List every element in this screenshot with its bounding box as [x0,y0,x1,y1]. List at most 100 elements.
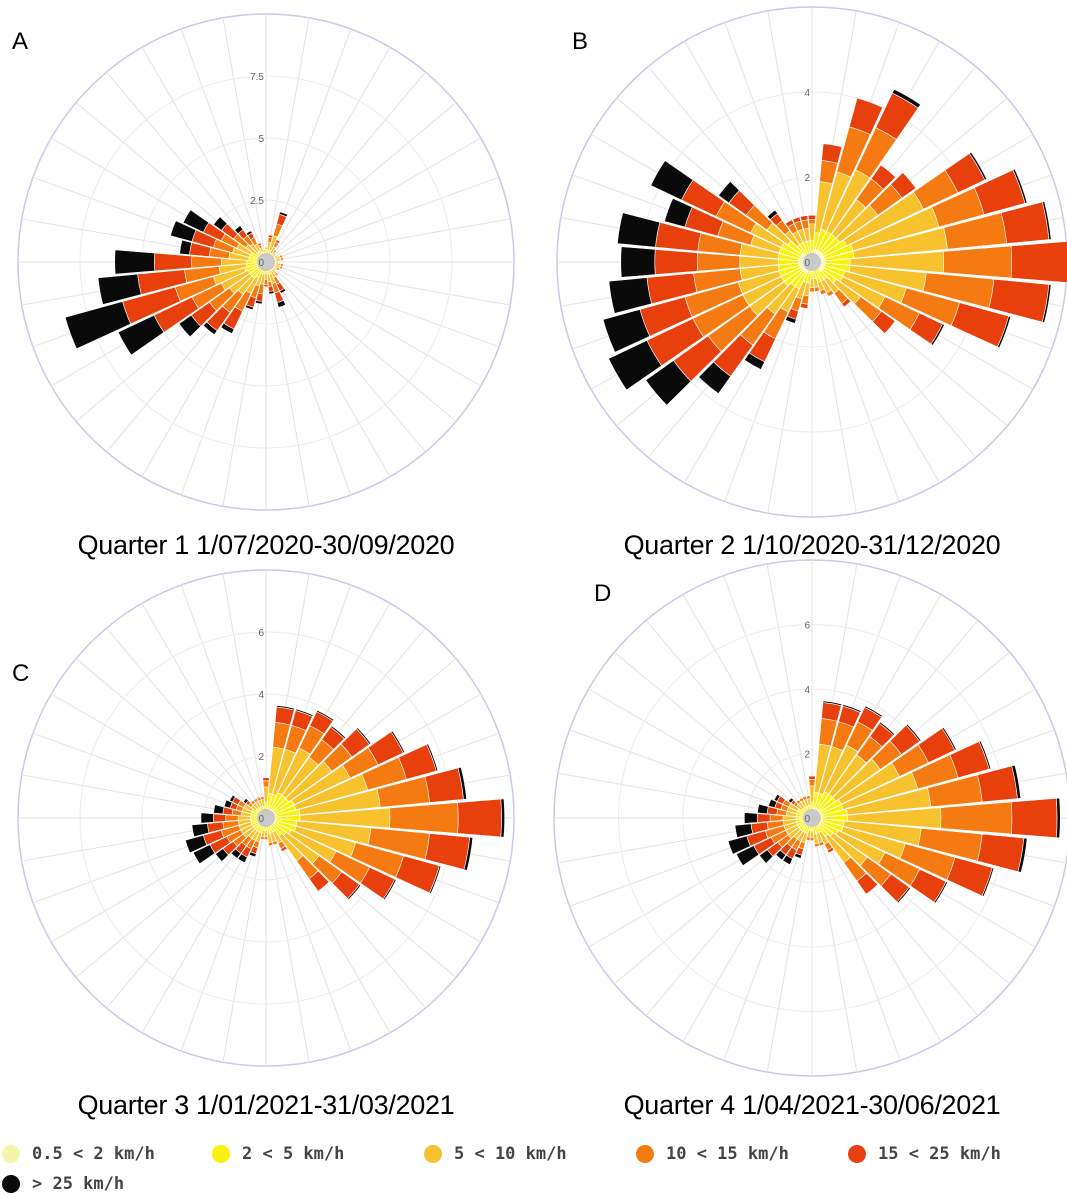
wedge-d-dir350-s3 [805,795,811,800]
wedge-a-dir270-s5 [114,249,156,275]
wedge-b-dir120-s5 [930,323,945,346]
radial-tick-label-b-0: 0 [804,258,810,269]
wedge-b-dir220-s5 [698,361,732,395]
wedge-d-dir70-s5 [978,740,992,770]
wedge-d-dir220-s5 [775,849,787,861]
center-dot [257,253,275,271]
wedge-b-dir270-s4 [654,249,698,275]
wedge-d-dir90-s5 [1055,797,1061,839]
wedge-b-dir210-s5 [744,352,766,370]
radial-tick-label-c-1: 2 [258,752,264,763]
legend-swatch-3 [636,1145,654,1163]
legend-label-0: 0.5 < 2 km/h [32,1144,155,1164]
wedge-c-dir280-s5 [213,804,225,815]
wedge-a-dir120-s3 [275,266,280,271]
wedge-c-dir140-s4 [308,870,330,892]
radial-tick-label-c-0: 0 [258,814,264,825]
wedge-b-dir340-s4 [792,216,802,224]
wedge-c-dir50-s5 [356,727,372,745]
wedge-c-dir80-s4 [424,767,464,803]
wedge-b-dir70-s5 [1012,168,1028,204]
legend-item-2[interactable]: 5 < 10 km/h [424,1144,567,1164]
wedge-c-dir90-s3 [389,802,459,834]
radial-tick-label-a-3: 7.5 [250,72,264,83]
wedge-a-dir330-s5 [245,230,253,236]
wedge-c-dir90-s5 [500,798,505,838]
windrose-b: 0 2 4 [556,6,1067,518]
wedge-c-dir40-s5 [330,725,346,739]
caption-quarter-1: Quarter 1 1/07/2020-30/09/2020 [77,530,455,560]
legend-label-2: 5 < 10 km/h [454,1144,567,1164]
wedge-c-dir210-s5 [237,853,248,864]
wedge-b-dir40-s4 [870,164,896,190]
panel-letter-a: A [12,28,29,55]
wedge-c-dir240-s5 [192,844,216,865]
wedge-d-dir200-s5 [794,852,803,859]
wedge-c-dir230-s5 [215,848,229,862]
windrose-c: 0 2 4 6 [17,569,515,1067]
wedge-c-dir100-s5 [463,836,474,871]
legend: 0.5 < 2 km/h 2 < 5 km/h 5 < 10 km/h 10 <… [0,1140,1067,1198]
legend-swatch-0 [2,1145,20,1163]
wedge-b-dir350-s4 [799,215,809,222]
grid-ring [79,75,453,449]
radial-tick-label-d-1: 2 [804,750,810,761]
wedge-c-dir250-s5 [184,834,208,854]
wedge-d-dir0-s4 [808,775,816,780]
wedge-a-dir280-s5 [179,239,192,256]
legend-item-3[interactable]: 10 < 15 km/h [636,1144,789,1164]
panel-letter-c: C [12,660,30,687]
wedge-c-dir170-s3 [268,841,274,847]
wedge-b-dir90-s4 [1010,241,1067,283]
wedge-d-dir170-s3 [814,842,820,848]
wedge-d-dir50-s5 [905,723,922,742]
wedge-d-dir260-s5 [734,823,754,838]
radial-tick-label-d-3: 6 [804,621,810,632]
spoke [811,261,940,484]
wedge-c-dir290-s5 [223,799,233,809]
wedge-c-dir220-s5 [230,848,242,859]
wedge-d-dir10-s5 [822,700,843,707]
wedge-b-dir310-s5 [718,181,740,204]
wedge-a-dir230-s5 [178,314,202,338]
wedge-a-dir170-s5 [268,290,275,295]
wedge-b-dir250-s5 [602,309,651,353]
legend-item-1[interactable]: 2 < 5 km/h [212,1144,344,1164]
wedge-b-dir170-s3 [814,286,820,292]
wedge-d-dir190-s3 [805,836,811,841]
wedge-c-dir160-s3 [272,840,279,846]
wedge-d-dir30-s5 [864,705,883,718]
wedge-a-dir200-s5 [244,304,254,311]
wedge-a-dir350-s2 [262,249,266,253]
legend-item-5[interactable]: > 25 km/h [2,1174,124,1194]
wedge-d-dir40-s5 [878,721,896,736]
wedge-c-dir190-s3 [260,835,265,840]
wedge-b-dir60-s5 [969,151,988,181]
windrose-a: 0 2.5 5 7.5 [17,13,515,511]
legend-swatch-2 [424,1145,442,1163]
wedge-c-dir270-s4 [213,813,227,823]
wedge-b-dir330-s4 [785,219,795,228]
radial-tick-label-a-0: 0 [258,258,264,269]
wedge-b-dir260-s5 [608,277,652,314]
wedge-d-dir230-s5 [759,849,774,864]
caption-quarter-2: Quarter 2 1/10/2020-31/12/2020 [623,530,1001,560]
wedge-c-dir30-s5 [316,709,335,722]
wedge-d-dir270-s5 [743,812,758,824]
wedge-b-dir280-s5 [617,212,661,248]
wedge-a-dir190-s5 [255,300,263,305]
wedge-a-dir40-s3 [272,249,277,254]
wedge-a-dir150-s5 [279,288,287,294]
wedge-d-dir160-s3 [818,841,825,847]
wedge-a-dir240-s5 [117,314,165,356]
wedge-d-dir90-s3 [940,801,1013,835]
wedge-b-dir110-s5 [997,315,1012,349]
wedge-b-dir180-s3 [809,287,815,293]
legend-item-0[interactable]: 0.5 < 2 km/h [2,1144,155,1164]
wedge-d-dir250-s5 [727,835,751,855]
wedge-d-dir240-s5 [735,845,760,867]
wedge-c-dir0-s4 [262,777,270,782]
radial-tick-label-a-2: 5 [258,134,264,145]
legend-item-4[interactable]: 15 < 25 km/h [848,1144,1001,1164]
